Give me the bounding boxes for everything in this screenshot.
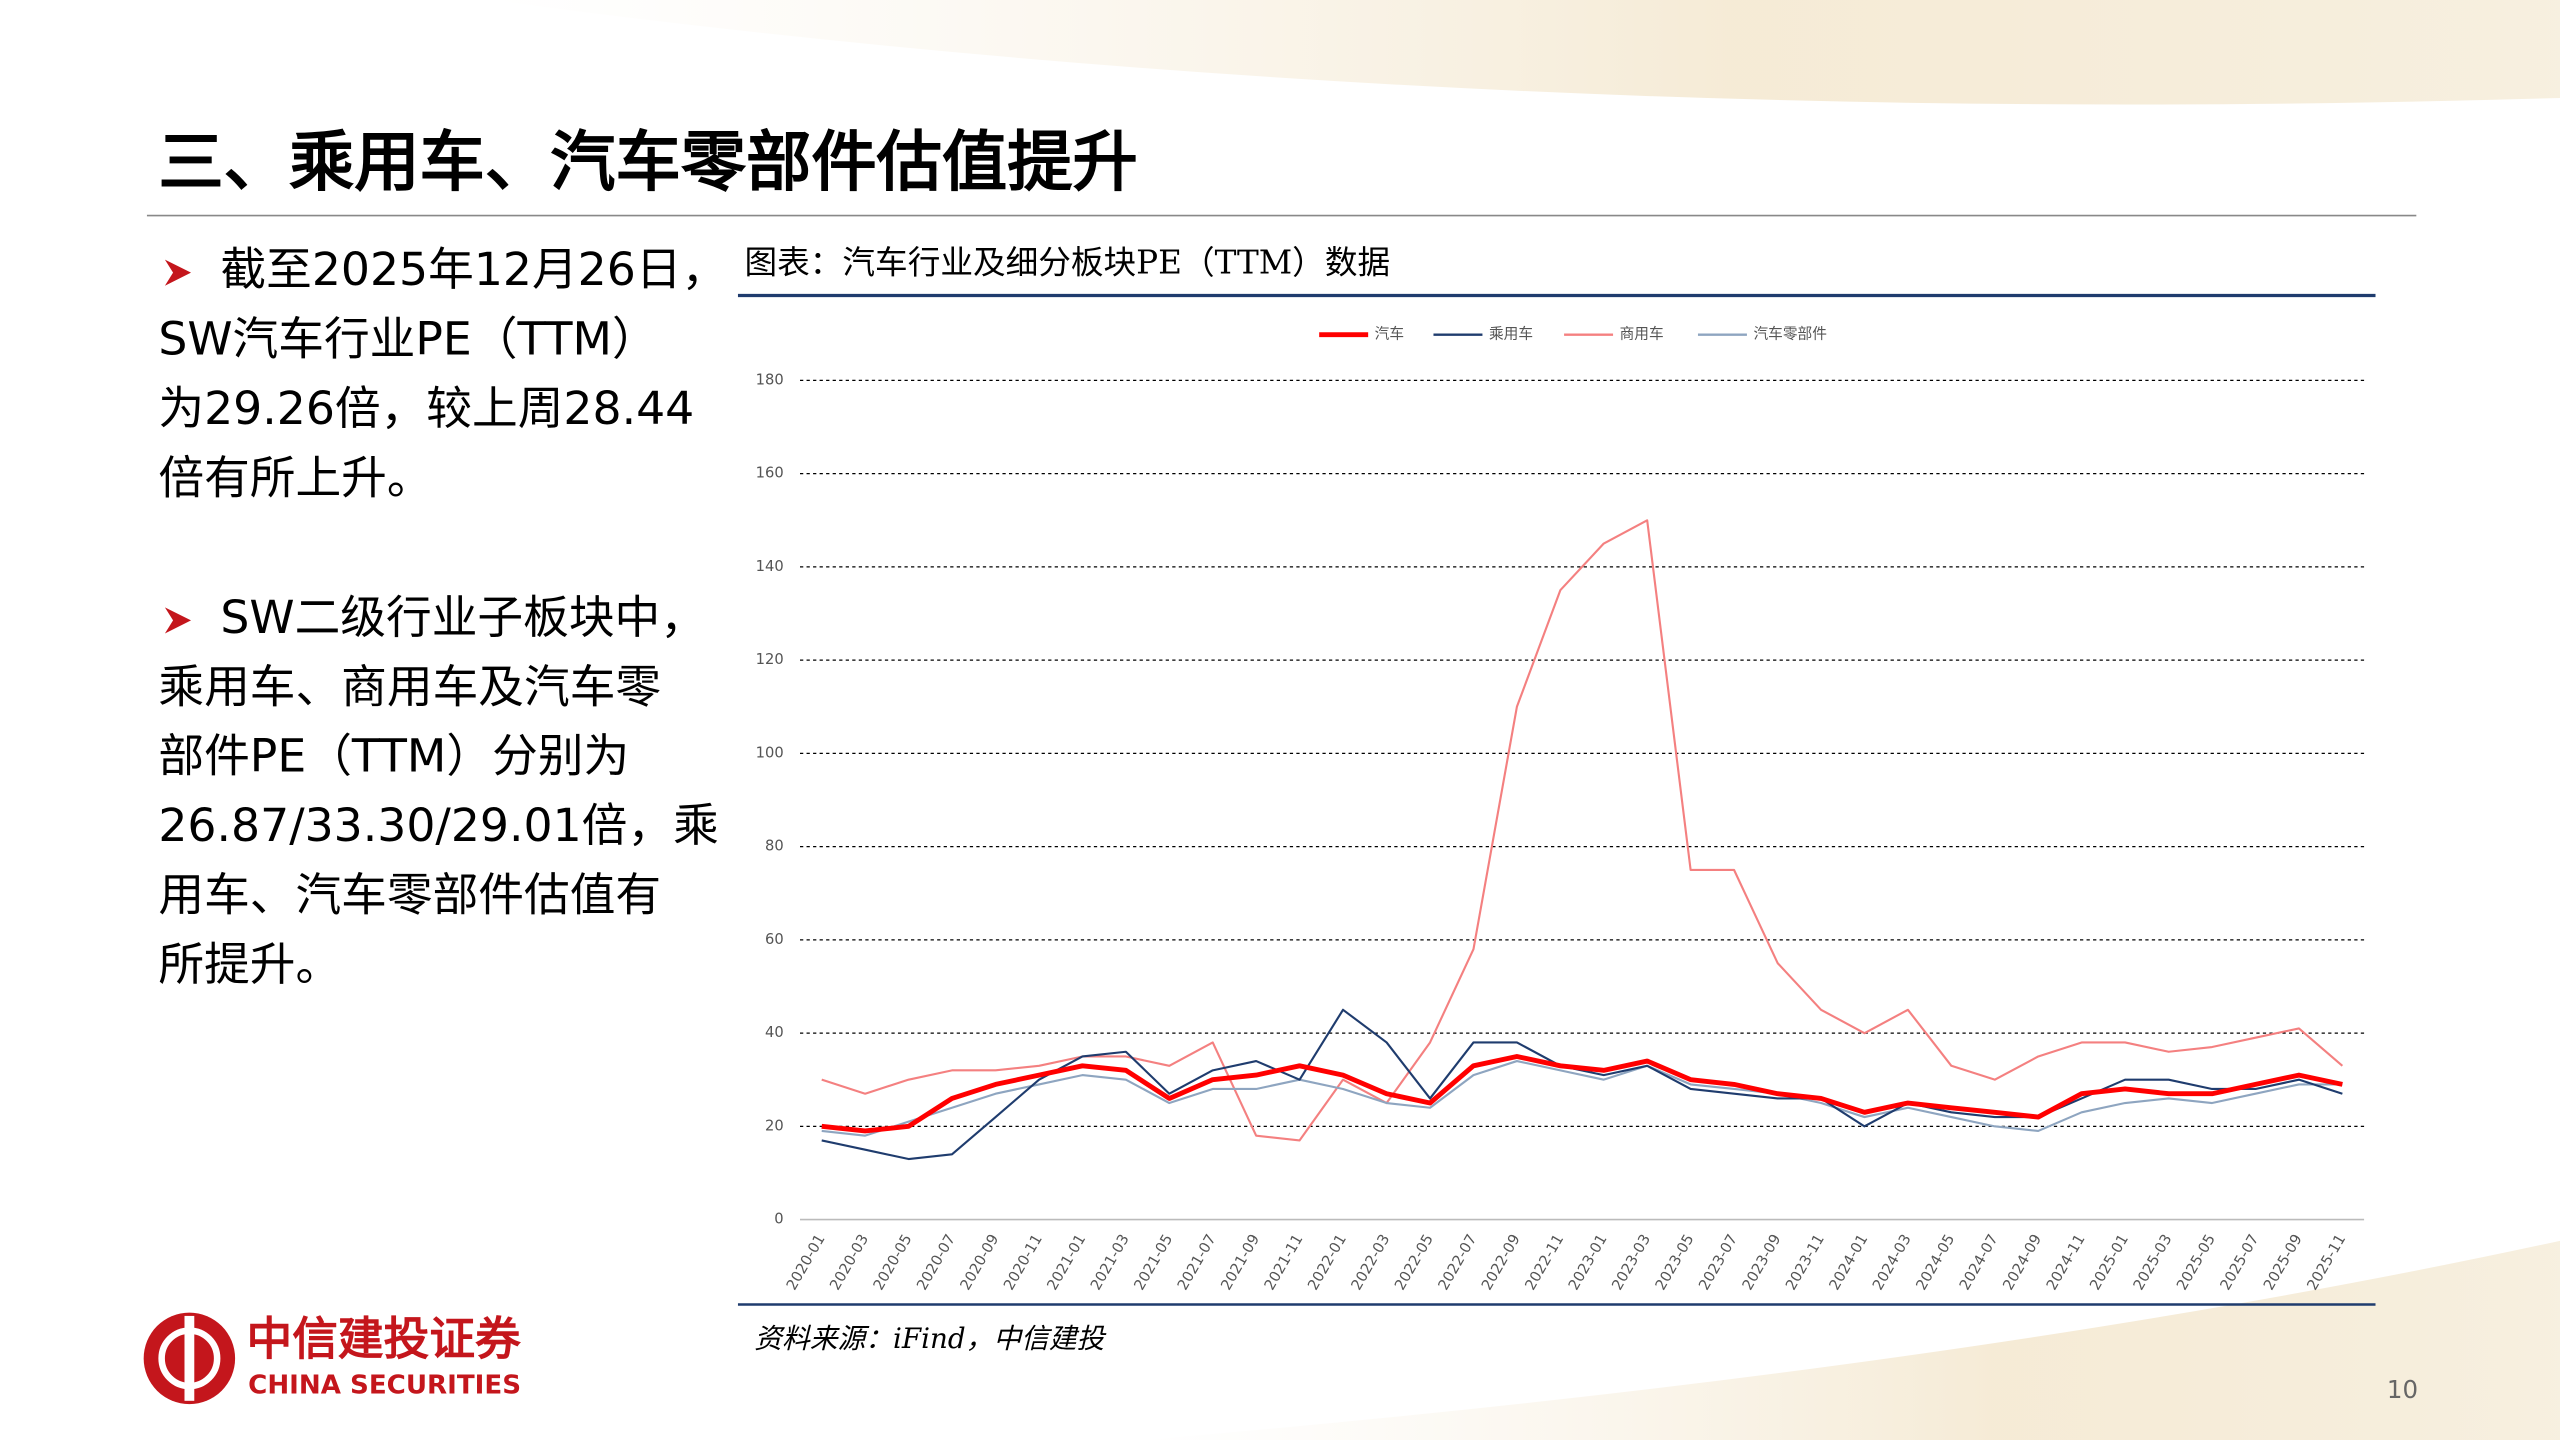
- paragraph-line: 用车、汽车零部件估值有: [158, 868, 661, 921]
- x-tick-label: 2022-05: [1391, 1231, 1436, 1293]
- x-tick-label: 2025-05: [2174, 1231, 2219, 1293]
- series-line: [821, 1060, 2343, 1137]
- y-tick-label: 0: [774, 1211, 783, 1228]
- x-tick-label: 2023-11: [1783, 1231, 1828, 1293]
- paragraph-line: 乘用车、商用车及汽车零: [158, 660, 661, 713]
- x-tick-label: 2021-05: [1131, 1231, 1176, 1293]
- x-tick-label: 2022-11: [1522, 1231, 1567, 1293]
- paragraph-line: 截至2025年12月26日，: [220, 243, 727, 296]
- legend-label: 汽车: [1375, 326, 1404, 343]
- x-tick-label: 2024-01: [1826, 1231, 1871, 1293]
- y-tick-label: 20: [765, 1117, 784, 1134]
- x-tick-label: 2024-09: [2000, 1231, 2045, 1293]
- slide-title: 三、乘用车、汽车零部件估值提升: [158, 125, 1137, 201]
- x-tick-label: 2020-09: [957, 1231, 1002, 1293]
- x-tick-label: 2025-07: [2217, 1231, 2262, 1293]
- paragraph-line: 26.87/33.30/29.01倍，乘: [158, 799, 718, 852]
- x-tick-label: 2024-07: [1956, 1231, 2001, 1293]
- paragraph-line: 倍有所上升。: [158, 451, 432, 504]
- logo-en: CHINA SECURITIES: [248, 1371, 521, 1401]
- paragraph-line: 为29.26倍，较上周28.44: [158, 382, 694, 435]
- x-tick-label: 2025-01: [2087, 1231, 2132, 1293]
- paragraph-line: SW二级行业子板块中，: [220, 591, 706, 644]
- x-tick-label: 2023-07: [1696, 1231, 1741, 1293]
- x-tick-label: 2025-03: [2130, 1231, 2175, 1293]
- logo-cn: 中信建投证券: [247, 1313, 523, 1366]
- x-tick-label: 2025-11: [2304, 1231, 2349, 1293]
- series-line: [821, 1008, 2343, 1161]
- x-tick-label: 2021-11: [1261, 1231, 1306, 1293]
- paragraph-line: 部件PE（TTM）分别为: [158, 730, 629, 783]
- decor: [1142, 1240, 2560, 1440]
- page-number: 10: [2387, 1375, 2418, 1404]
- x-tick-label: 2024-11: [2043, 1231, 2088, 1293]
- x-tick-label: 2020-07: [914, 1231, 959, 1293]
- series-line: [821, 1054, 2343, 1134]
- decor: [489, 0, 2560, 105]
- x-tick-label: 2022-07: [1435, 1231, 1480, 1293]
- x-tick-label: 2021-03: [1087, 1231, 1132, 1293]
- y-tick-label: 40: [765, 1024, 784, 1041]
- legend-label: 乘用车: [1489, 326, 1533, 343]
- series-line: [821, 519, 2344, 1142]
- x-tick-label: 2023-03: [1609, 1231, 1654, 1293]
- x-tick-label: 2021-07: [1174, 1231, 1219, 1293]
- x-tick-label: 2022-03: [1348, 1231, 1393, 1293]
- x-tick-label: 2023-01: [1565, 1231, 1610, 1293]
- x-tick-label: 2022-01: [1305, 1231, 1350, 1293]
- x-tick-label: 2022-09: [1478, 1231, 1523, 1293]
- y-tick-label: 140: [756, 558, 784, 575]
- x-tick-label: 2020-01: [783, 1231, 828, 1293]
- y-tick-label: 100: [756, 744, 784, 761]
- paragraph-line: SW汽车行业PE（TTM）: [158, 313, 657, 366]
- x-tick-label: 2020-05: [870, 1231, 915, 1293]
- legend-label: 商用车: [1620, 326, 1664, 343]
- bullet: [164, 259, 192, 286]
- y-tick-label: 180: [756, 371, 784, 388]
- x-tick-label: 2024-05: [1913, 1231, 1958, 1293]
- x-tick-label: 2021-09: [1218, 1231, 1263, 1293]
- source: 资料来源：iFind，中信建投: [754, 1322, 1106, 1355]
- x-tick-label: 2025-09: [2260, 1231, 2305, 1293]
- x-tick-label: 2020-11: [1000, 1231, 1045, 1293]
- y-tick-label: 120: [756, 651, 784, 668]
- legend-label: 汽车零部件: [1753, 326, 1826, 343]
- chart-title: 图表：汽车行业及细分板块PE（TTM）数据: [744, 243, 1390, 281]
- y-tick-label: 60: [765, 931, 784, 948]
- x-tick-label: 2020-03: [827, 1231, 872, 1293]
- bullet: [164, 607, 192, 634]
- x-tick-label: 2023-05: [1652, 1231, 1697, 1293]
- x-tick-label: 2024-03: [1869, 1231, 1914, 1293]
- logo: [143, 1312, 236, 1405]
- y-tick-label: 80: [765, 838, 784, 855]
- x-tick-label: 2021-01: [1044, 1231, 1089, 1293]
- x-tick-label: 2023-09: [1739, 1231, 1784, 1293]
- paragraph-line: 所提升。: [158, 938, 341, 991]
- y-tick-label: 160: [756, 465, 784, 482]
